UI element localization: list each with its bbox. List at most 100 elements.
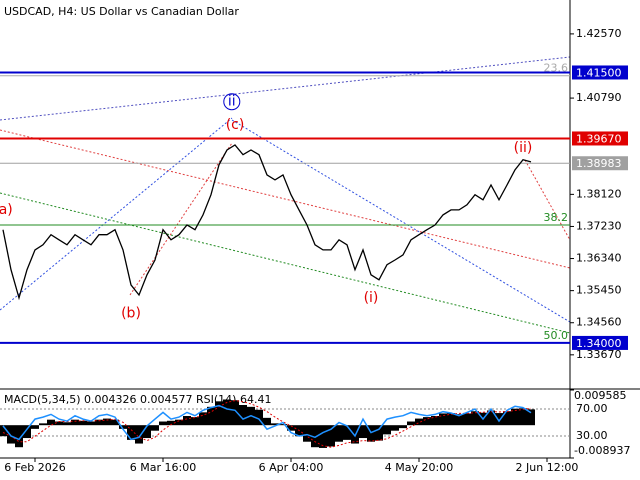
- wave-label: (ii): [514, 140, 533, 156]
- macd-bar: [263, 417, 271, 426]
- trend-lines: [0, 56, 571, 334]
- macd-bar: [519, 408, 527, 426]
- macd-bar: [375, 425, 383, 441]
- macd-bar: [439, 413, 447, 426]
- macd-bar: [7, 425, 15, 444]
- macd-bar: [447, 413, 455, 426]
- macd-bar: [415, 418, 423, 426]
- macd-bar: [303, 425, 311, 442]
- macd-bar: [223, 399, 231, 426]
- macd-bar: [463, 413, 471, 426]
- price-line: [2, 144, 532, 301]
- macd-bar: [271, 423, 279, 426]
- macd-bar: [455, 414, 463, 426]
- macd-bar: [527, 409, 535, 426]
- x-tick-label: 6 Feb 2026: [4, 461, 65, 474]
- y2-tick-label: 30.00: [576, 429, 608, 442]
- macd-bar: [215, 401, 223, 426]
- macd-bar: [55, 421, 63, 426]
- macd-bar: [207, 406, 215, 426]
- x-tick-label: 2 Jun 12:00: [516, 461, 579, 474]
- wave-label: (a): [0, 202, 13, 218]
- y-tick-label: 1.38120: [576, 187, 622, 200]
- macd-bar: [335, 425, 343, 442]
- macd-bar: [239, 404, 247, 426]
- wave-label: (c): [226, 117, 245, 133]
- macd-bar: [391, 425, 399, 431]
- macd-bar: [63, 422, 71, 426]
- macd-bar: [343, 425, 351, 440]
- y2-tick-label: 70.00: [576, 402, 608, 415]
- macd-bar: [39, 423, 47, 426]
- fib-label: 38.2: [544, 211, 569, 224]
- macd-bar: [71, 419, 79, 426]
- y-tick-label: 1.33670: [576, 348, 622, 361]
- y-tick-label: 1.34560: [576, 316, 622, 329]
- macd-bar: [15, 425, 23, 448]
- macd-bar: [431, 416, 439, 426]
- macd-bar: [495, 413, 503, 426]
- macd-bar: [287, 425, 295, 431]
- y-tick-label: 1.37230: [576, 219, 622, 232]
- wave-circle: [223, 93, 241, 111]
- macd-bar: [503, 411, 511, 426]
- level-box: [572, 335, 628, 350]
- macd-bar: [511, 408, 519, 426]
- macd-bar: [471, 411, 479, 426]
- indicator-title: MACD(5,34,5) 0.004326 0.004577 RSI(14) 6…: [4, 393, 271, 406]
- macd-bar: [159, 421, 167, 426]
- wave-label: (i): [364, 290, 379, 306]
- chart-title: USDCAD, H4: US Dollar vs Canadian Dollar: [4, 5, 239, 18]
- level-box: [572, 65, 628, 80]
- wave-label: ii: [228, 94, 236, 110]
- macd-bar: [87, 421, 95, 426]
- macd-bar: [199, 412, 207, 426]
- macd-bar: [407, 421, 415, 426]
- level-box: [572, 131, 628, 146]
- macd-bar: [191, 417, 199, 426]
- x-tick-label: 6 Apr 04:00: [259, 461, 324, 474]
- macd-bar: [127, 425, 135, 440]
- y-tick-label: 0.009585: [574, 389, 627, 402]
- level-label: 1.41500: [576, 66, 622, 79]
- rsi-line: [2, 404, 532, 441]
- macd-bar: [311, 425, 319, 448]
- macd-bar: [143, 425, 151, 439]
- fib-label: 23.6: [544, 62, 569, 75]
- macd-bar: [31, 425, 39, 429]
- y-tick-label: 1.40790: [576, 91, 622, 104]
- macd-bar: [151, 425, 159, 431]
- macd-bar: [367, 425, 375, 442]
- macd-bar: [487, 410, 495, 426]
- macd-bar: [167, 420, 175, 426]
- macd-bar: [0, 425, 7, 437]
- macd-bar: [327, 425, 335, 447]
- macd-bar: [111, 419, 119, 426]
- macd-bar: [175, 419, 183, 426]
- macd-bar: [183, 416, 191, 426]
- y-tick-label: 1.35450: [576, 284, 622, 297]
- level-box: [572, 156, 628, 171]
- macd-bar: [255, 409, 263, 426]
- y-tick-label: 1.42570: [576, 27, 622, 40]
- level-label: 1.39670: [576, 132, 622, 145]
- macd-bar: [135, 425, 143, 444]
- macd-bar: [359, 425, 367, 439]
- level-label: 1.38983: [576, 157, 622, 170]
- macd-bar: [47, 419, 55, 426]
- fib-label: 50.0: [544, 329, 569, 342]
- x-tick-label: 4 May 20:00: [385, 461, 453, 474]
- macd-bar: [383, 425, 391, 435]
- y-tick-label: 1.36340: [576, 252, 622, 265]
- y-tick-label: -0.008937: [574, 444, 630, 457]
- macd-bar: [319, 425, 327, 448]
- wave-label: (b): [121, 306, 141, 322]
- macd-bar: [423, 417, 431, 426]
- macd-bar: [103, 418, 111, 426]
- level-label: 1.34000: [576, 337, 622, 350]
- x-tick-label: 6 Mar 16:00: [130, 461, 196, 474]
- macd-bar: [95, 419, 103, 426]
- macd-bar: [119, 425, 127, 429]
